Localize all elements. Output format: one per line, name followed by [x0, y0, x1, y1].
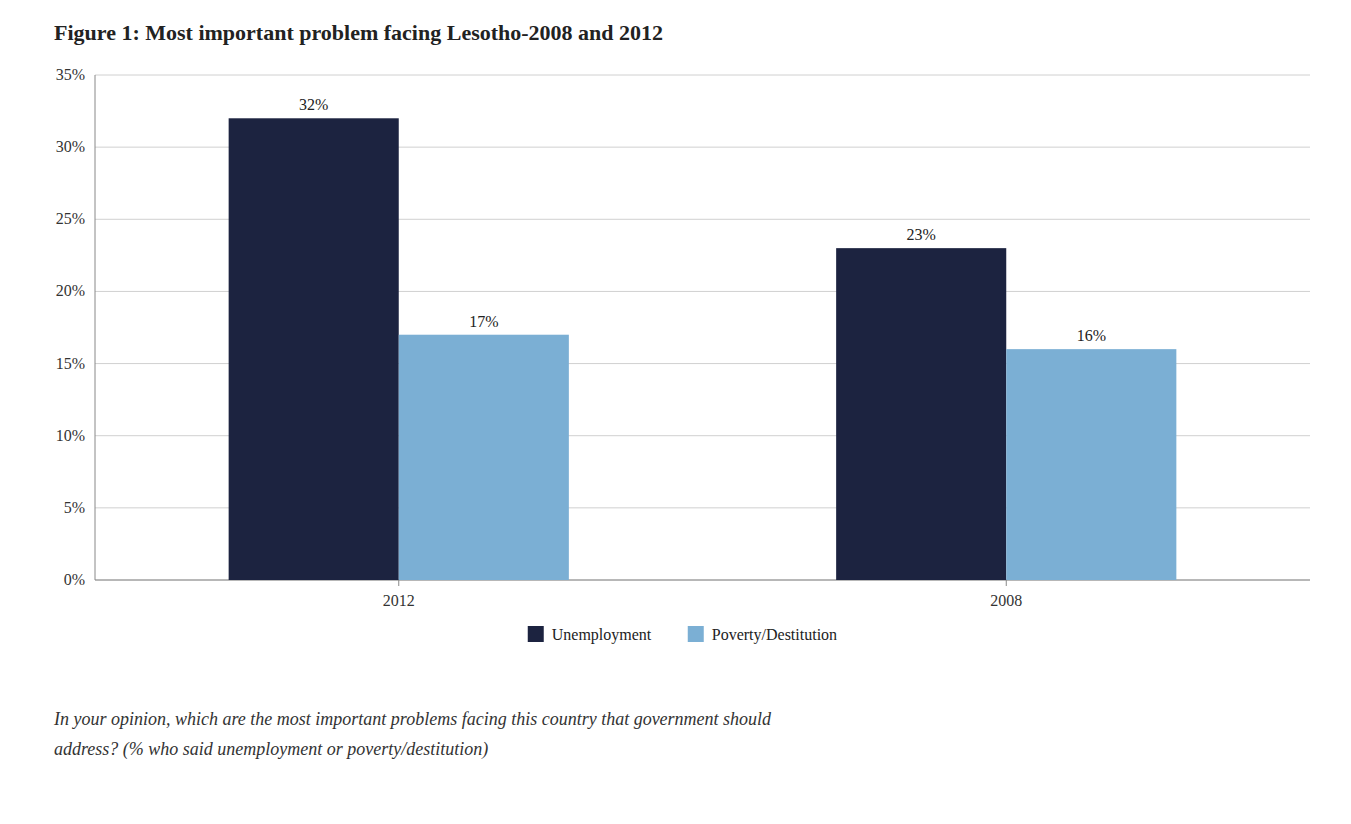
data-label: 17% [469, 313, 498, 330]
tick-label: 0% [64, 571, 85, 588]
footnote: In your opinion, which are the most impo… [53, 709, 772, 729]
tick-label: 5% [64, 499, 85, 516]
x-tick [1006, 580, 1007, 586]
tick-label: 30% [56, 138, 85, 155]
bar [836, 248, 1006, 580]
legend-swatch [688, 626, 704, 642]
tick-label: 20% [56, 282, 85, 299]
data-label: 23% [907, 226, 936, 243]
bar [399, 335, 569, 580]
footnote: address? (% who said unemployment or pov… [54, 739, 488, 760]
legend-label: Poverty/Destitution [712, 626, 837, 644]
tick-label: 25% [56, 210, 85, 227]
chart: Figure 1: Most important problem facing … [0, 0, 1351, 824]
tick-label: 2008 [990, 592, 1022, 609]
legend-swatch [528, 626, 544, 642]
bar [1006, 349, 1176, 580]
tick-label: 35% [56, 66, 85, 83]
bar [229, 118, 399, 580]
tick-label: 10% [56, 427, 85, 444]
bars [229, 118, 1177, 580]
tick-label: 2012 [383, 592, 415, 609]
data-label: 32% [299, 96, 328, 113]
legend-label: Unemployment [552, 626, 652, 644]
data-label: 16% [1077, 327, 1106, 344]
y-axis-line [95, 75, 96, 580]
tick-label: 15% [56, 355, 85, 372]
x-tick [398, 580, 399, 586]
data-labels: 32% 17% 23% 16% [299, 96, 1106, 344]
y-axis: 0% 5% 10% 15% 20% 25% 30% 35% [56, 66, 1310, 588]
title: Figure 1: Most important problem facing … [54, 20, 663, 45]
grid-line [95, 75, 1310, 76]
legend: Unemployment Poverty/Destitution [528, 626, 837, 644]
